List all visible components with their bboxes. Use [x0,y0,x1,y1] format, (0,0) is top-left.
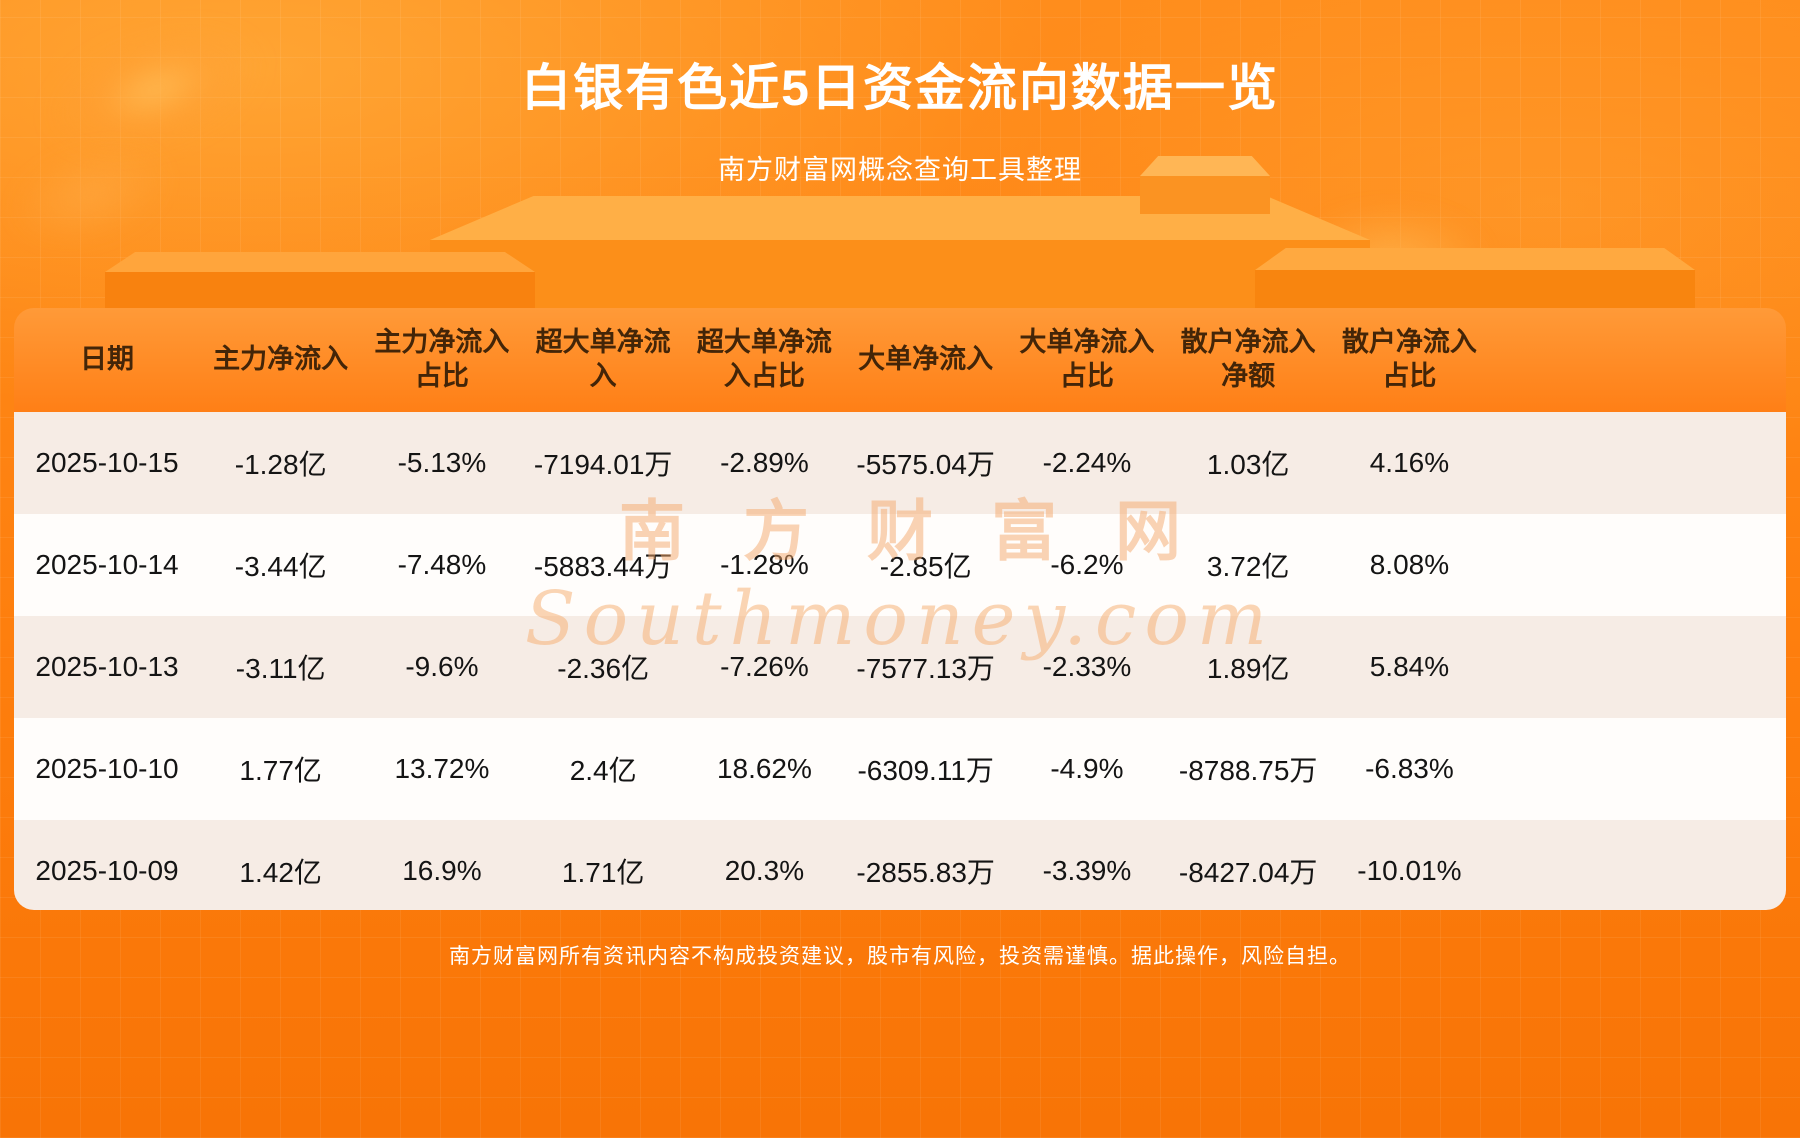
value-cell: 1.71亿 [522,820,684,910]
table-body: 2025-10-15 -1.28亿 -5.13% -7194.01万 -2.89% -55… [14,412,1786,910]
table-row: 2025-10-09 1.42亿 16.9% 1.71亿 20.3% -2855.83万 -… [14,820,1786,910]
table-row: 2025-10-15 -1.28亿 -5.13% -7194.01万 -2.89% -55… [14,412,1786,514]
value-cell: 1.77亿 [200,718,362,820]
column-header: 超大单净流入 [522,308,684,412]
value-cell: 8.08% [1328,514,1491,616]
table-header-row: 日期 主力净流入 主力净流入占比 超大单净流入 超大单净流入占比 大单净流入 大单净流入占比… [14,308,1786,412]
spacer-column-header [1490,308,1786,412]
value-cell: -9.6% [361,616,523,718]
value-cell: -3.44亿 [200,514,362,616]
date-cell: 2025-10-09 [14,820,201,910]
value-cell: -2.24% [1006,412,1168,514]
column-header: 主力净流入占比 [361,308,523,412]
value-cell: 16.9% [361,820,523,910]
podium-top-face [1255,248,1695,270]
column-header: 散户净流入净额 [1167,308,1329,412]
value-cell: 5.84% [1328,616,1491,718]
podium-center-decoration [430,196,1370,316]
column-header: 大单净流入占比 [1006,308,1168,412]
value-cell: 1.03亿 [1167,412,1329,514]
value-cell: 3.72亿 [1167,514,1329,616]
date-cell: 2025-10-13 [14,616,201,718]
value-cell: -2.33% [1006,616,1168,718]
table-row: 2025-10-14 -3.44亿 -7.48% -5883.44万 -1.28% -2.… [14,514,1786,616]
value-cell: 2.4亿 [522,718,684,820]
value-cell: -2.36亿 [522,616,684,718]
value-cell: 1.89亿 [1167,616,1329,718]
value-cell: -6.83% [1328,718,1491,820]
column-header: 大单净流入 [845,308,1007,412]
value-cell: -10.01% [1328,820,1491,910]
value-cell: -2.89% [683,412,846,514]
date-cell: 2025-10-10 [14,718,201,820]
column-header: 主力净流入 [200,308,362,412]
podium-right-decoration [1255,248,1695,314]
table-row: 2025-10-10 1.77亿 13.72% 2.4亿 18.62% -6309.11万… [14,718,1786,820]
data-table: 日期 主力净流入 主力净流入占比 超大单净流入 超大单净流入占比 大单净流入 大单净流入占比… [14,308,1786,910]
page-title: 白银有色近5日资金流向数据一览 [521,60,1279,116]
value-cell: -3.39% [1006,820,1168,910]
value-cell: -8788.75万 [1167,718,1329,820]
value-cell: -1.28% [683,514,846,616]
value-cell: -6309.11万 [845,718,1007,820]
podium-front-face [430,240,1370,316]
column-header: 超大单净流入占比 [683,308,846,412]
value-cell: -7194.01万 [522,412,684,514]
value-cell: -7.48% [361,514,523,616]
value-cell: 13.72% [361,718,523,820]
podium-left-decoration [105,252,535,314]
value-cell: 18.62% [683,718,846,820]
value-cell: -2855.83万 [845,820,1007,910]
value-cell: -5.13% [361,412,523,514]
spacer-cell [1490,514,1786,616]
column-header: 日期 [14,308,201,412]
spacer-cell [1490,616,1786,718]
value-cell: -3.11亿 [200,616,362,718]
page-subtitle: 南方财富网概念查询工具整理 [718,155,1082,185]
value-cell: 4.16% [1328,412,1491,514]
value-cell: -5575.04万 [845,412,1007,514]
value-cell: -2.85亿 [845,514,1007,616]
column-header: 散户净流入占比 [1328,308,1491,412]
spacer-cell [1490,412,1786,514]
disclaimer-text: 南方财富网所有资讯内容不构成投资建议，股市有风险，投资需谨慎。据此操作，风险自担… [449,945,1351,968]
spacer-cell [1490,820,1786,910]
value-cell: -5883.44万 [522,514,684,616]
value-cell: -1.28亿 [200,412,362,514]
value-cell: 20.3% [683,820,846,910]
value-cell: -7.26% [683,616,846,718]
podium-front-face [1140,176,1270,214]
date-cell: 2025-10-15 [14,412,201,514]
podium-top-face [105,252,535,272]
table-row: 2025-10-13 -3.11亿 -9.6% -2.36亿 -7.26% -7577.1… [14,616,1786,718]
podium-front-face [1255,270,1695,314]
value-cell: -6.2% [1006,514,1168,616]
podium-cube-decoration [1140,156,1270,214]
date-cell: 2025-10-14 [14,514,201,616]
fund-flow-table: 日期 主力净流入 主力净流入占比 超大单净流入 超大单净流入占比 大单净流入 大单净流入占比… [14,308,1786,910]
value-cell: -8427.04万 [1167,820,1329,910]
podium-front-face [105,272,535,314]
value-cell: -4.9% [1006,718,1168,820]
podium-top-face [1140,156,1270,176]
spacer-cell [1490,718,1786,820]
value-cell: 1.42亿 [200,820,362,910]
value-cell: -7577.13万 [845,616,1007,718]
